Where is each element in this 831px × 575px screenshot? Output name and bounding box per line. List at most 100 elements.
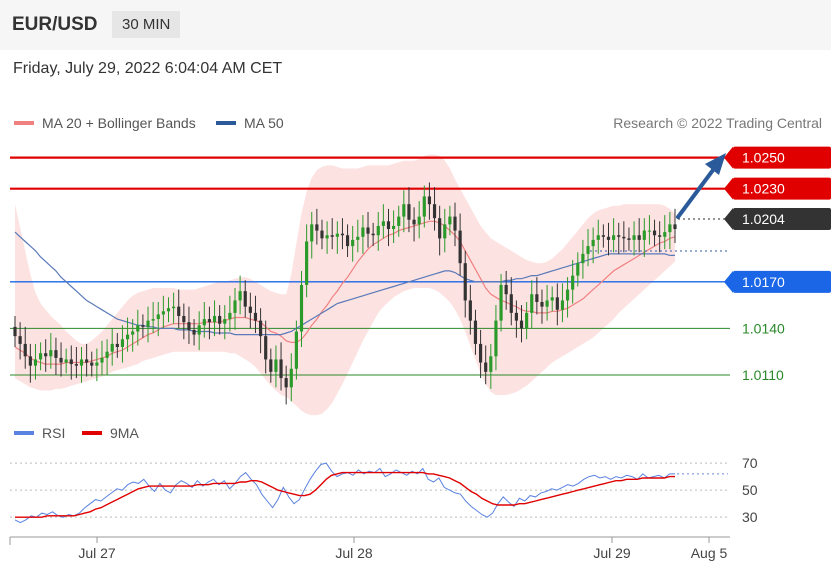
candle-body — [315, 224, 319, 231]
time-tick-label-2: Jul 29 — [593, 545, 631, 561]
candle-body — [663, 232, 667, 237]
candle-body — [305, 241, 309, 285]
candle-body — [530, 294, 534, 313]
candle-body — [392, 225, 396, 230]
candle-body — [402, 204, 406, 217]
candle-body — [279, 359, 283, 379]
candle-body — [550, 297, 554, 301]
candle-body — [120, 339, 125, 348]
candle-body — [335, 233, 339, 237]
rsi-plot: 70 50 30 — [10, 455, 758, 525]
candle-body — [504, 284, 508, 295]
chart-header: EUR/USD 30 MIN — [0, 0, 831, 50]
candle-body — [325, 235, 329, 239]
candle-body — [591, 239, 595, 247]
trend-arrow-head — [705, 153, 726, 175]
candle-body — [161, 311, 165, 315]
datetime-label: Friday, July 29, 2022 6:04:04 AM CET — [13, 60, 283, 77]
candle-body — [269, 359, 273, 372]
rsi-ma-legend-swatch — [82, 431, 102, 435]
candle-body — [673, 224, 677, 230]
candle-body — [366, 227, 370, 234]
candle-body — [386, 221, 391, 230]
rsi-ma-line — [15, 471, 675, 518]
candle-body — [489, 356, 493, 372]
candle-body — [617, 235, 621, 237]
candle-body — [351, 239, 355, 247]
candle-body — [23, 343, 27, 357]
time-tick-label-3: Aug 5 — [691, 545, 728, 561]
candle-body — [212, 315, 217, 323]
candle-body — [484, 362, 488, 372]
candle-body — [274, 359, 278, 372]
rsi-tick-50: 50 — [742, 482, 758, 498]
last-price-tag-notch — [724, 208, 733, 230]
candle-body — [565, 289, 570, 301]
rsi-legend-label: RSI — [42, 425, 65, 441]
time-tick-label-0: Jul 27 — [78, 545, 116, 561]
candle-body — [427, 196, 432, 205]
candle-body — [294, 331, 298, 369]
candle-body — [74, 364, 78, 366]
candle-body — [49, 350, 53, 357]
candle-body — [668, 224, 672, 233]
candle-body — [340, 233, 345, 236]
level-tag-notch-1.0250 — [724, 146, 733, 169]
candle-body — [310, 224, 314, 242]
candle-body — [330, 235, 334, 237]
candle-body — [473, 320, 478, 344]
ma50-legend-swatch — [216, 121, 236, 125]
symbol-label: EUR/USD — [12, 14, 98, 35]
candle-body — [652, 230, 657, 236]
candle-body — [371, 233, 375, 236]
candle-body — [69, 359, 73, 365]
trend-arrow-shaft — [676, 164, 718, 219]
candle-body — [509, 294, 513, 313]
candle-body — [571, 275, 575, 290]
candle-body — [596, 235, 600, 240]
rsi-legend-swatch — [14, 431, 34, 435]
candle-body — [172, 306, 176, 309]
candle-body — [28, 356, 32, 366]
level-label-1.0140: 1.0140 — [742, 320, 785, 336]
candle-body — [182, 315, 186, 323]
candle-body — [376, 225, 380, 236]
candle-body — [264, 336, 268, 360]
candle-body — [432, 204, 437, 219]
level-label-1.0250: 1.0250 — [742, 150, 785, 166]
candle-body — [18, 336, 22, 344]
candle-body — [458, 230, 462, 264]
candle-body — [115, 343, 119, 348]
candle-body — [38, 353, 43, 360]
candle-body — [540, 301, 544, 307]
candle-body — [468, 300, 472, 321]
candle-body — [356, 236, 360, 240]
candle-body — [555, 297, 559, 310]
candle-body — [586, 246, 590, 254]
time-tick-label-1: Jul 28 — [335, 545, 373, 561]
rsi-ma-legend-label: 9MA — [110, 425, 139, 441]
ma20-legend-label: MA 20 + Bollinger Bands — [42, 115, 196, 131]
rsi-tick-70: 70 — [742, 455, 758, 471]
candle-body — [218, 315, 222, 324]
candle-body — [33, 359, 38, 366]
candle-body — [514, 312, 518, 321]
candle-body — [545, 300, 549, 307]
candle-body — [100, 357, 104, 363]
candle-body — [525, 312, 529, 329]
candle-body — [478, 343, 483, 363]
candle-body — [228, 312, 232, 320]
candle-body — [397, 216, 401, 226]
candle-body — [223, 319, 227, 324]
candle-body — [576, 263, 580, 276]
candle-body — [187, 322, 191, 330]
candle-body — [658, 235, 662, 237]
candle-body — [345, 235, 350, 247]
timeframe-badge[interactable]: 30 MIN — [112, 11, 181, 38]
level-label-1.0170: 1.0170 — [742, 274, 785, 290]
candle-body — [632, 235, 636, 240]
candle-body — [407, 204, 411, 220]
candle-body — [248, 306, 252, 313]
candle-body — [320, 230, 324, 239]
